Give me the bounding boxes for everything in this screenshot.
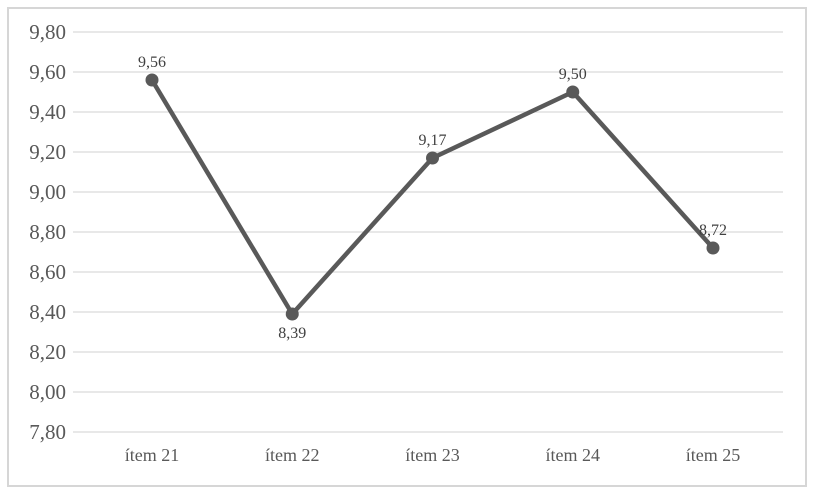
data-point-marker bbox=[566, 85, 580, 99]
data-point-marker bbox=[706, 241, 720, 255]
data-point-label: 9,56 bbox=[138, 54, 166, 71]
y-axis-tick-label: 9,20 bbox=[29, 140, 66, 164]
y-axis-tick-label: 9,40 bbox=[29, 100, 66, 124]
y-axis-tick-label: 8,00 bbox=[29, 380, 66, 404]
x-axis-tick-label: ítem 22 bbox=[265, 445, 320, 465]
data-point-marker bbox=[426, 151, 439, 165]
y-axis-tick-label: 8,60 bbox=[29, 260, 66, 284]
data-point-label: 8,72 bbox=[699, 222, 727, 239]
y-axis-tick-label: 9,00 bbox=[29, 180, 66, 204]
data-point-label: 8,39 bbox=[278, 325, 306, 342]
y-axis-tick-label: 9,60 bbox=[29, 60, 66, 84]
data-point-marker bbox=[285, 307, 299, 321]
y-axis-tick-label: 8,20 bbox=[29, 340, 66, 364]
y-axis-tick-label: 7,80 bbox=[29, 420, 66, 444]
x-axis-tick-label: ítem 25 bbox=[686, 445, 741, 465]
data-point-label: 9,17 bbox=[419, 132, 447, 149]
y-axis-tick-label: 8,80 bbox=[29, 220, 66, 244]
x-axis-tick-label: ítem 24 bbox=[546, 445, 601, 465]
data-point-label: 9,50 bbox=[559, 66, 587, 83]
y-axis-tick-label: 8,40 bbox=[29, 300, 66, 324]
data-point-marker bbox=[145, 73, 159, 87]
x-axis-tick-label: ítem 23 bbox=[405, 445, 460, 465]
x-axis-tick-label: ítem 21 bbox=[125, 445, 180, 465]
chart-frame bbox=[7, 7, 807, 487]
y-axis-tick-label: 9,80 bbox=[29, 20, 66, 44]
